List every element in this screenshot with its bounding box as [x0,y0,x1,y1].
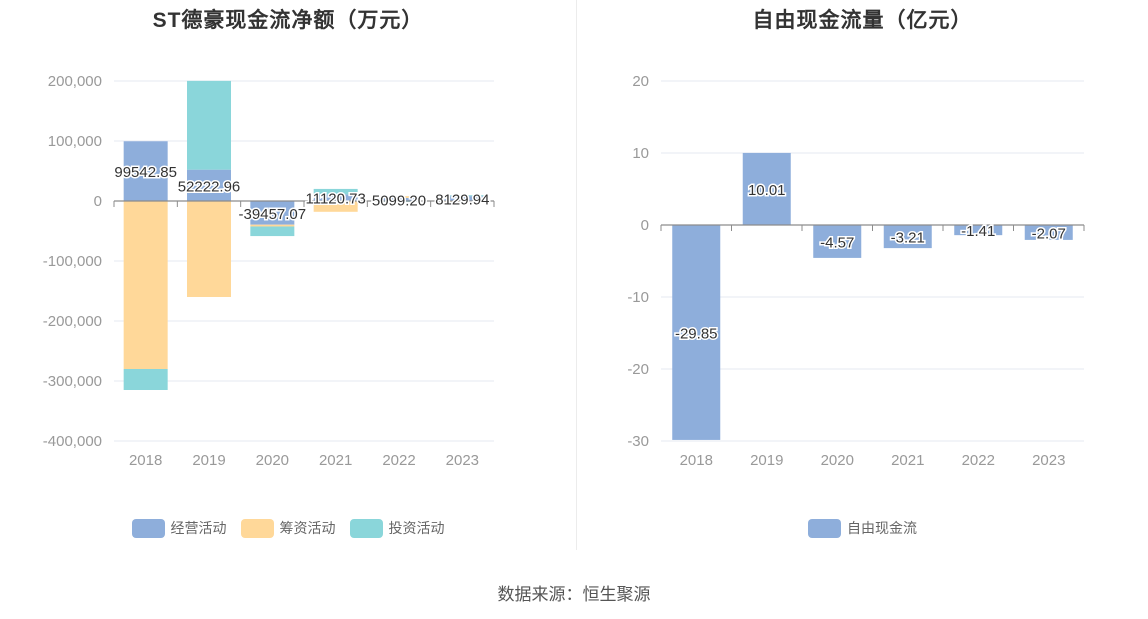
legend-item[interactable]: 经营活动 [131,518,227,538]
y-tick-label: 20 [632,73,649,90]
data-label: -39457.07 [239,206,307,223]
legend-swatch [808,518,841,538]
data-label: 10.01 [748,182,786,199]
bar [250,226,295,237]
x-tick-label: 2019 [192,452,225,469]
data-source-label: 数据来源：恒生聚源 [497,585,651,604]
cashflow-chart-svg: -400,000 -300,000 -200,000 -100,000 0 100,000… [43,73,495,469]
bar [313,194,358,201]
bar [123,141,168,201]
free-cashflow-chart-panel: 自由现金流量（亿元） -30 -20 -10 0 10 20 2018 2019 2020 202… [577,0,1148,550]
data-label: 8129.94 [435,192,489,209]
bar [187,169,231,201]
bar [954,225,1003,236]
chart-title: 自由现金流量（亿元） [752,9,973,32]
x-tick-label: 2022 [962,452,995,469]
x-tick-label: 2022 [382,452,415,469]
bar [883,225,932,249]
y-tick-label: -30 [627,433,649,450]
bar [250,201,295,225]
cashflow-chart-panel: ST德豪现金流净额（万元） -400,000 -300,000 -200,000 -1… [0,0,576,550]
y-tick-label: 10 [632,145,649,162]
x-tick-label: 2019 [750,452,783,469]
bar [440,195,485,197]
bar [672,225,721,440]
bar [377,197,421,201]
data-label: -29.85 [675,325,718,342]
legend-item[interactable]: 筹资活动 [240,518,336,538]
legend-swatch [240,518,274,538]
bar [313,201,358,212]
bar [187,201,231,297]
chart-title: ST德豪现金流净额（万元） [152,9,424,32]
y-tick-label: 100,000 [48,133,102,150]
legend-swatch [349,518,383,538]
data-label: -1.41 [961,223,995,240]
chart-legend: 自由现金流 [577,518,1148,538]
data-label: 52222.96 [178,178,241,195]
free-cashflow-chart-svg: -30 -20 -10 0 10 20 2018 2019 2020 2021 2022 2023 -2… [627,73,1085,469]
y-tick-label: 0 [641,217,649,234]
y-tick-label: -200,000 [43,313,102,330]
x-tick-label: 2020 [256,452,289,469]
y-tick-label: 200,000 [48,73,102,90]
legend-item[interactable]: 自由现金流 [808,518,917,538]
panel-divider [576,0,577,550]
bar [1024,225,1073,240]
y-tick-label: -20 [627,361,649,378]
bar [123,369,168,390]
y-tick-label: -300,000 [43,373,102,390]
data-label: 11120.73 [305,191,365,208]
y-tick-label: -400,000 [43,433,102,450]
legend-label: 筹资活动 [279,520,336,536]
y-tick-label: -10 [627,289,649,306]
bar [813,225,862,258]
bar [313,188,358,195]
x-tick-label: 2021 [891,452,924,469]
bar [440,196,485,201]
x-tick-label: 2021 [319,452,352,469]
data-label: -4.57 [820,234,854,251]
legend-label: 自由现金流 [847,520,917,536]
x-tick-label: 2018 [680,452,713,469]
data-label: -2.07 [1032,225,1066,242]
legend-swatch [131,518,165,538]
legend-item[interactable]: 投资活动 [349,518,445,538]
bar [250,224,295,227]
y-tick-label: 0 [94,193,102,210]
data-label: 5099.20 [372,192,426,209]
bar [123,201,168,369]
bar [187,80,231,170]
y-tick-label: -100,000 [43,253,102,270]
x-tick-label: 2018 [129,452,162,469]
data-label: -3.21 [891,230,925,247]
legend-label: 投资活动 [388,520,445,536]
data-label: 99542.85 [114,164,177,181]
legend-label: 经营活动 [170,520,227,536]
bar [377,196,421,198]
x-tick-label: 2023 [1032,452,1065,469]
x-tick-label: 2023 [446,452,479,469]
bar [742,152,791,225]
chart-legend: 经营活动 筹资活动 投资活动 [0,518,576,538]
x-tick-label: 2020 [821,452,854,469]
